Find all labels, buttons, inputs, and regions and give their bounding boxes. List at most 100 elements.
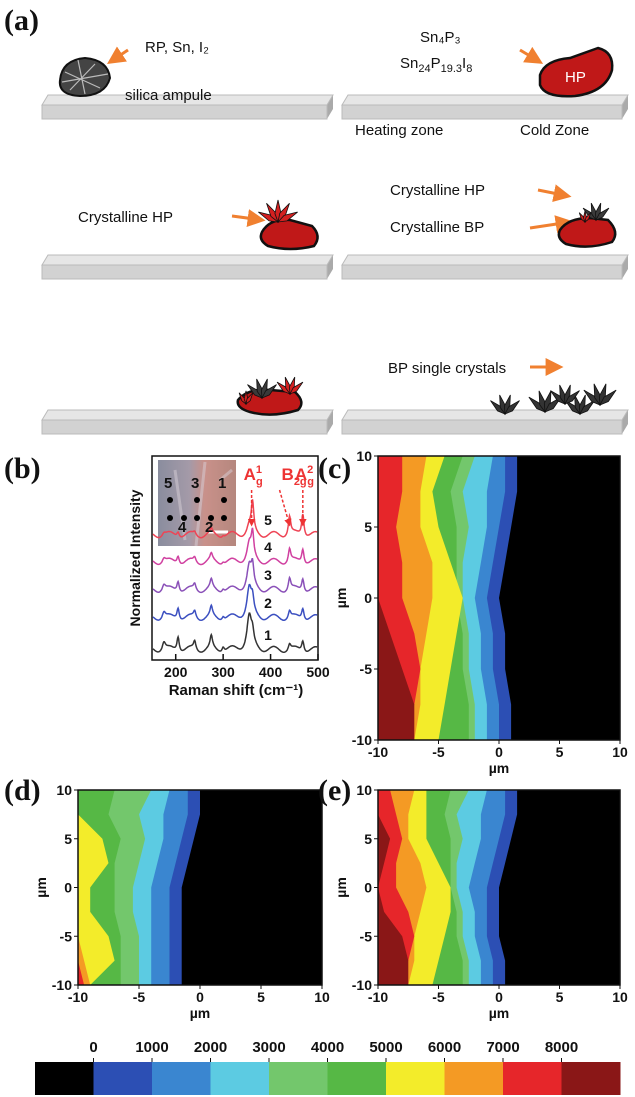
colorbar-label: 5000 <box>369 1039 402 1056</box>
y-axis-label: Normalized Intensity <box>127 489 143 626</box>
y-tick-label: 10 <box>356 782 372 798</box>
colorbar-label: 1000 <box>135 1039 168 1056</box>
crystal <box>584 212 592 223</box>
contour-level <box>378 790 409 985</box>
y-tick-label: 10 <box>356 448 372 464</box>
slab-front <box>41 419 328 435</box>
slab-top <box>341 409 629 421</box>
peak-base: A <box>244 465 256 484</box>
reactants: RP, Sn, I₂ <box>145 39 209 56</box>
peak-label: A1 g <box>244 464 263 488</box>
annotation: Crystalline HP <box>78 209 173 226</box>
peak-label: B2g <box>282 465 307 488</box>
x-axis-label: µm <box>489 1005 510 1021</box>
rp-lump <box>58 56 112 98</box>
crystal <box>595 207 610 221</box>
slab-end <box>622 410 628 434</box>
spot <box>167 515 173 521</box>
plot-frame <box>151 455 319 661</box>
ampule-label: silica ampule <box>125 87 212 104</box>
hp-lump <box>259 218 319 251</box>
hp-lump <box>557 216 617 248</box>
y-tick-label: 10 <box>56 782 72 798</box>
colorbar-label: 0 <box>89 1039 97 1056</box>
colorbar-label: 3000 <box>252 1039 285 1056</box>
slab-end <box>622 95 628 119</box>
arrow <box>107 46 129 64</box>
colorbar-label: 2000 <box>194 1039 227 1056</box>
panel-label: (e) <box>318 774 351 807</box>
y-tick-label: -10 <box>52 977 72 993</box>
peak-sub: 2g <box>294 476 307 488</box>
arrow <box>519 46 544 64</box>
spectrum-label: 1 <box>264 627 272 643</box>
peak-label: A2 g <box>295 464 314 488</box>
y-tick-label: -10 <box>352 732 372 748</box>
peak-sup: 2 <box>307 464 313 476</box>
rp-texture <box>61 59 109 95</box>
annotation: Crystalline HP <box>390 182 485 199</box>
crystal <box>276 211 298 223</box>
contour-level <box>78 790 115 985</box>
spot-label: 5 <box>164 475 172 492</box>
y-tick-label: 0 <box>364 880 372 896</box>
x-tick-label: -10 <box>368 744 388 760</box>
spot-label: 1 <box>218 475 226 492</box>
colorbar-swatch <box>35 1062 94 1095</box>
x-tick-label: -5 <box>133 989 146 1005</box>
spot-label: 3 <box>191 475 199 492</box>
spot <box>221 497 227 503</box>
formula: Sn₄P₃ <box>420 29 461 46</box>
spectrum <box>152 583 318 622</box>
spectrum <box>152 612 318 654</box>
spectrum-label: 2 <box>264 595 272 611</box>
y-tick-label: -10 <box>352 977 372 993</box>
slab-top <box>341 254 629 266</box>
colorbar-swatch <box>444 1062 504 1095</box>
spot <box>194 515 200 521</box>
peak-sub: g <box>256 476 263 488</box>
slab-end <box>327 410 333 434</box>
slab-front <box>341 419 623 435</box>
annotation: Crystalline BP <box>390 219 484 236</box>
x-axis-label: µm <box>190 1005 211 1021</box>
slab-front <box>41 264 328 280</box>
spot <box>181 515 187 521</box>
spectrum <box>152 558 318 594</box>
spectrum-label: 5 <box>264 512 272 528</box>
peak-base: B <box>282 465 294 484</box>
panel-label: (a) <box>4 4 39 37</box>
colorbar-swatch <box>386 1062 445 1095</box>
colorbar-swatch <box>561 1062 621 1095</box>
peak-sub: g <box>307 476 314 488</box>
y-tick-label: -5 <box>60 928 73 944</box>
crystal <box>504 400 520 415</box>
y-tick-label: 5 <box>364 831 372 847</box>
colorbar-label: 7000 <box>486 1039 519 1056</box>
spectrum-label: 4 <box>264 539 272 555</box>
spot <box>194 497 200 503</box>
slab-front <box>41 104 328 120</box>
x-tick-label: 5 <box>556 989 564 1005</box>
x-tick-label: 0 <box>495 744 503 760</box>
colorbar-swatch <box>269 1062 328 1095</box>
arrow <box>529 215 574 234</box>
spot <box>208 515 214 521</box>
colorbar-swatch <box>93 1062 153 1095</box>
zone-label: Heating zone <box>355 122 443 139</box>
x-axis-label: Raman shift (cm⁻¹) <box>169 682 304 699</box>
y-tick-label: -5 <box>360 928 373 944</box>
slab-front <box>341 264 623 280</box>
spot <box>221 515 227 521</box>
spectrum <box>152 527 318 566</box>
colorbar-label: 8000 <box>545 1039 578 1056</box>
x-tick-label: 5 <box>257 989 265 1005</box>
x-tick-label: -10 <box>68 989 88 1005</box>
x-tick-label: 10 <box>314 989 330 1005</box>
crystal <box>245 392 254 405</box>
formula: Sn24P19.3I8 <box>400 55 472 75</box>
colorbar-swatch <box>503 1062 562 1095</box>
slab-top <box>41 254 334 266</box>
